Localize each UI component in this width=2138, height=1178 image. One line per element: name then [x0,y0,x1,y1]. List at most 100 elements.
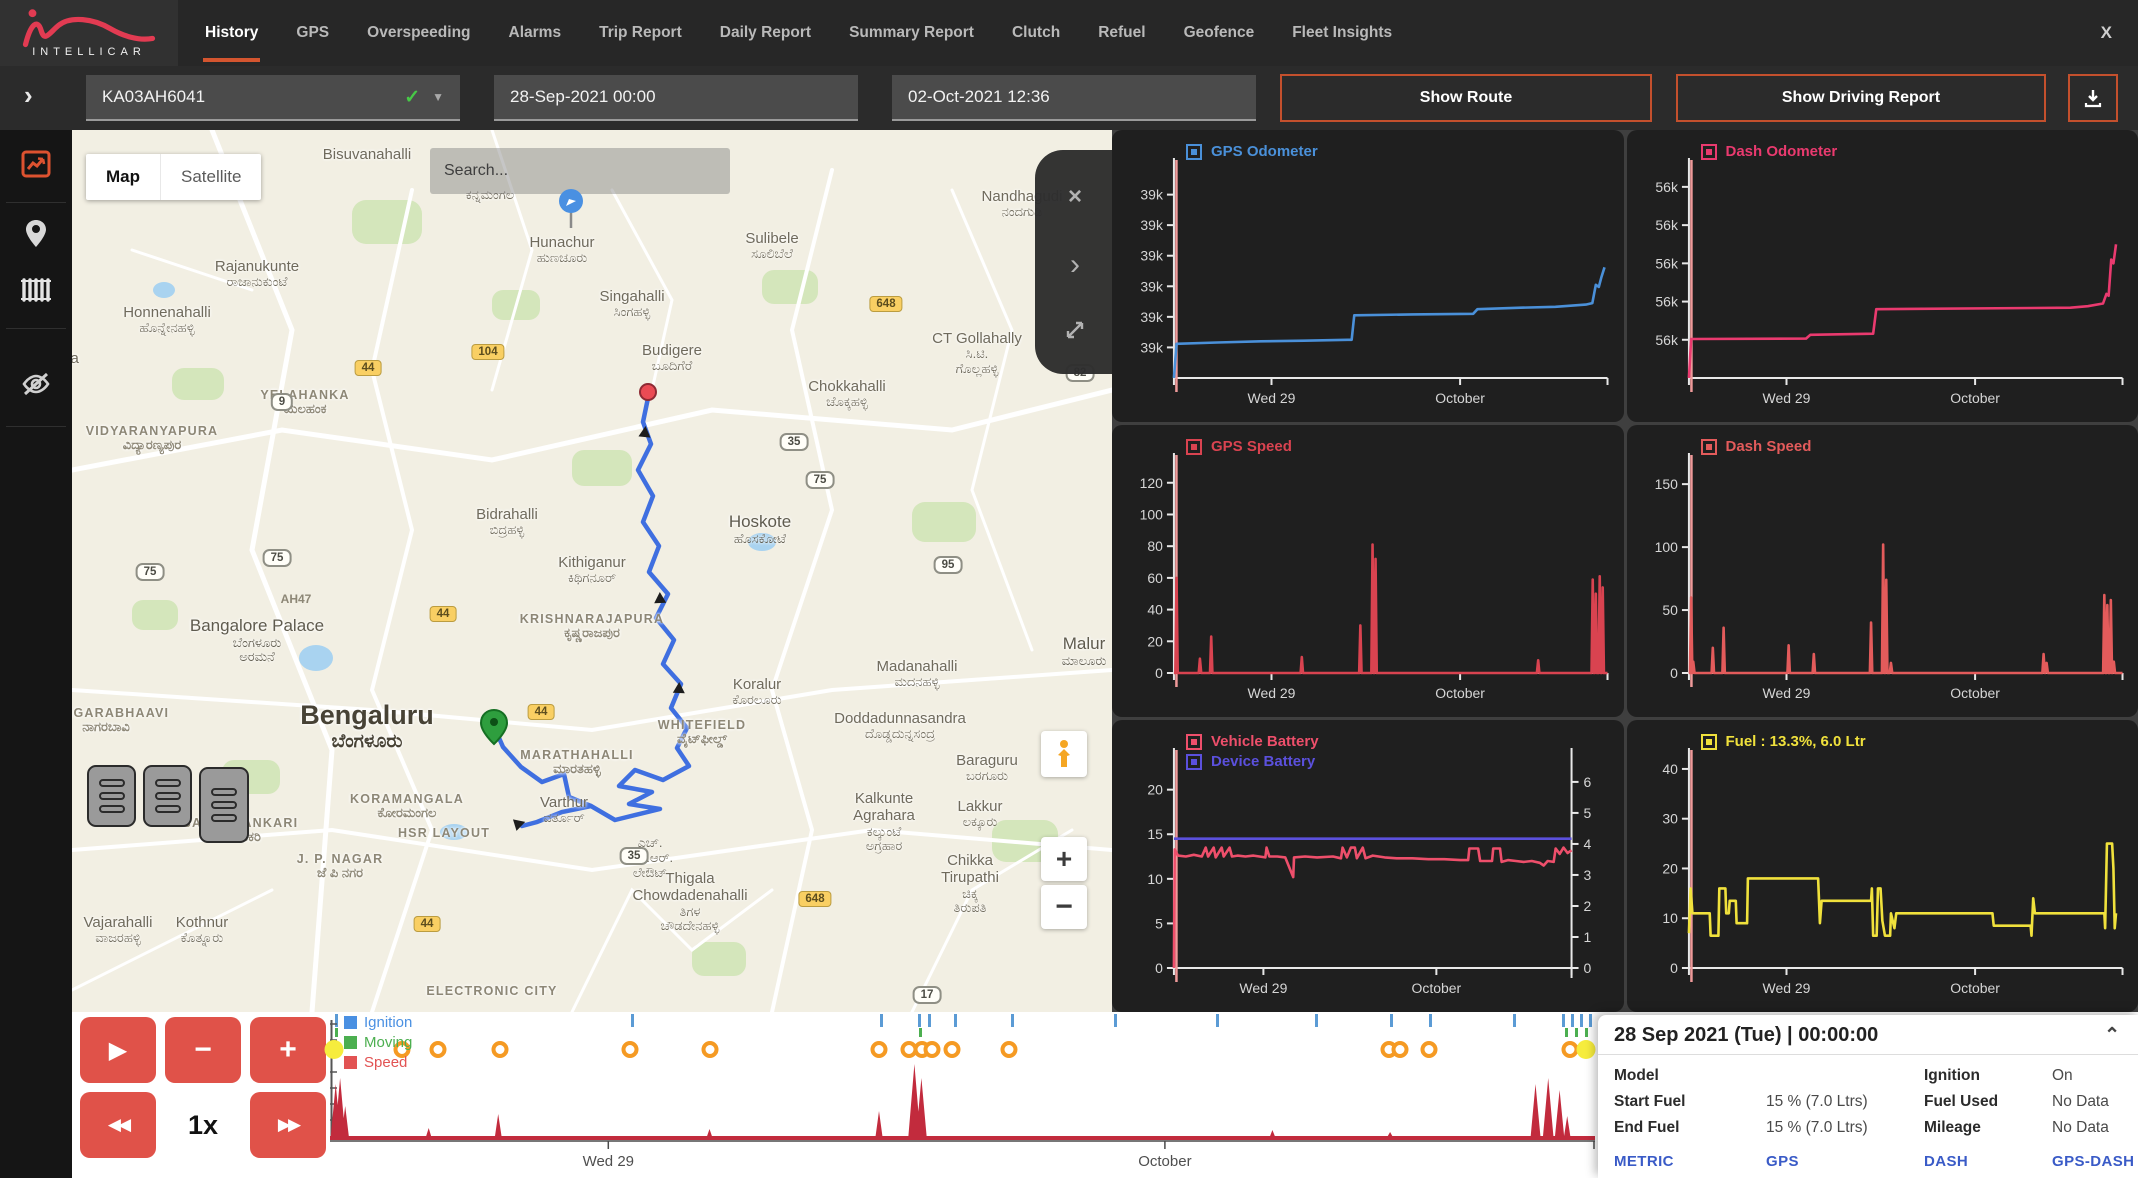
playback-speed-label: 1x [165,1092,241,1158]
nav-tab-refuel[interactable]: Refuel [1098,0,1145,66]
collapse-chevron-up-icon[interactable]: ⌃ [2104,1024,2120,1047]
legend-label: Device Battery [1211,753,1315,770]
map-zoom-out-button[interactable]: − [1041,885,1087,929]
speed-decrease-button[interactable]: − [165,1017,241,1083]
timeline-legend-moving: Moving [344,1034,412,1051]
legend-item[interactable]: Fuel : 13.3%, 6.0 Ltr [1701,733,1866,750]
history-chart-icon[interactable] [0,142,72,186]
legend-square-icon [1701,734,1717,750]
svg-text:56k: 56k [1655,217,1679,233]
road-badge-648: 648 [869,296,902,312]
eye-off-icon[interactable] [0,362,72,406]
stop-event-marker[interactable] [871,1041,888,1058]
stop-event-marker[interactable] [1392,1041,1409,1058]
map-zoom-in-button[interactable]: + [1041,837,1087,881]
stop-event-marker[interactable] [1561,1041,1578,1058]
date-to-input[interactable]: 02-Oct-2021 12:36 [892,75,1256,121]
rewind-button[interactable]: ◀◀ [80,1092,156,1158]
svg-text:20: 20 [1147,782,1163,798]
info-value: 15 % (7.0 Ltrs) [1766,1093,1924,1111]
stop-event-marker[interactable] [924,1041,941,1058]
info-row: End Fuel15 % (7.0 Ltrs)MileageNo Data [1614,1115,2138,1141]
nav-tab-summary-report[interactable]: Summary Report [849,0,974,66]
speed-increase-button[interactable]: + [250,1017,326,1083]
fast-forward-button[interactable]: ▶▶ [250,1092,326,1158]
vehicle-select-value: KA03AH6041 [102,87,205,107]
stop-event-marker[interactable] [1001,1041,1018,1058]
legend-item[interactable]: GPS Speed [1186,438,1292,455]
download-button[interactable] [2068,74,2118,122]
stop-event-marker[interactable] [491,1041,508,1058]
svg-text:Wed 29: Wed 29 [1762,980,1810,996]
timeline-plot[interactable]: Wed 29October IgnitionMovingSpeed [330,1012,1595,1172]
nav-tab-overspeeding[interactable]: Overspeeding [367,0,470,66]
nav-tab-clutch[interactable]: Clutch [1012,0,1060,66]
nav-tab-fleet-insights[interactable]: Fleet Insights [1292,0,1392,66]
road-badge-35: 35 [620,847,649,865]
road-badge-44: 44 [430,606,457,622]
intellicar-logo[interactable]: INTELLICAR [0,0,178,66]
stop-event-marker[interactable] [621,1041,638,1058]
route-end-marker[interactable] [640,384,656,400]
legend-label: Fuel : 13.3%, 6.0 Ltr [1726,733,1866,750]
svg-text:5: 5 [1584,805,1592,821]
sidebar-divider [6,328,66,329]
date-from-input[interactable]: 28-Sep-2021 00:00 [494,75,858,121]
nav-tab-geofence[interactable]: Geofence [1184,0,1255,66]
legend-item[interactable]: Device Battery [1186,753,1319,770]
map-type-map-button[interactable]: Map [86,154,161,200]
chevron-right-icon[interactable]: › [1070,248,1080,282]
legend-item[interactable]: Vehicle Battery [1186,733,1319,750]
expand-icon[interactable] [1064,319,1086,341]
info-label: Ignition [1924,1067,2052,1085]
legend-item[interactable]: Dash Speed [1701,438,1812,455]
nav-tab-daily-report[interactable]: Daily Report [720,0,811,66]
svg-text:39k: 39k [1140,278,1164,294]
svg-text:100: 100 [1654,539,1678,555]
stop-event-marker[interactable] [1421,1041,1438,1058]
road-badge-75: 75 [136,563,165,581]
map-type-satellite-button[interactable]: Satellite [161,154,261,200]
nav-tab-alarms[interactable]: Alarms [509,0,562,66]
svg-text:60: 60 [1147,570,1163,586]
info-tab-dash[interactable]: DASH [1924,1153,2052,1170]
svg-text:October: October [1412,980,1462,996]
route-start-marker[interactable] [481,710,507,744]
search-location-pin-icon[interactable] [557,188,585,230]
nav-close-button[interactable]: X [2101,0,2112,66]
legend-item[interactable]: Dash Odometer [1701,143,1838,160]
legend-square-icon [1186,439,1202,455]
geofence-icon[interactable] [0,268,72,312]
clutch-pedal-marker[interactable] [199,767,249,843]
info-panel-timestamp: 28 Sep 2021 (Tue) | 00:00:00 [1614,1024,1878,1047]
stop-event-marker[interactable] [429,1041,446,1058]
current-position-marker[interactable] [1577,1040,1596,1059]
info-tab-gps-dash[interactable]: GPS-DASH [2052,1153,2138,1170]
nav-tab-history[interactable]: History [205,0,258,66]
nav-tab-gps[interactable]: GPS [296,0,329,66]
close-icon[interactable]: × [1068,183,1082,211]
stop-event-marker[interactable] [701,1041,718,1058]
pegman-street-view[interactable] [1041,731,1087,777]
playback-controls: ▶ − + ◀◀ 1x ▶▶ [80,1017,326,1158]
show-driving-report-button[interactable]: Show Driving Report [1676,74,2046,122]
vehicle-select[interactable]: KA03AH6041 ✓ ▼ [86,75,460,121]
show-route-button[interactable]: Show Route [1280,74,1652,122]
svg-text:39k: 39k [1140,309,1164,325]
clutch-pedal-marker[interactable] [87,765,136,827]
info-tab-metric[interactable]: METRIC [1614,1153,1766,1170]
nav-tab-trip-report[interactable]: Trip Report [599,0,682,66]
clutch-pedal-marker[interactable] [143,765,192,827]
sidebar-expand-chevron-icon[interactable]: › [24,80,33,111]
play-button[interactable]: ▶ [80,1017,156,1083]
current-position-marker[interactable] [324,1040,343,1059]
road-badge-648: 648 [798,891,831,907]
stop-event-marker[interactable] [944,1041,961,1058]
chart-legend: Vehicle Battery Device Battery [1186,733,1319,770]
location-pin-icon[interactable] [0,212,72,256]
map-canvas[interactable]: Map Satellite Search... × › + [72,130,1112,1012]
legend-item[interactable]: GPS Odometer [1186,143,1318,160]
chart-card-gps-odometer: 39k39k39k39k39k39kWed 29OctoberGPS Odome… [1112,130,1624,422]
svg-text:Wed 29: Wed 29 [1239,980,1287,996]
info-tab-gps[interactable]: GPS [1766,1153,1924,1170]
